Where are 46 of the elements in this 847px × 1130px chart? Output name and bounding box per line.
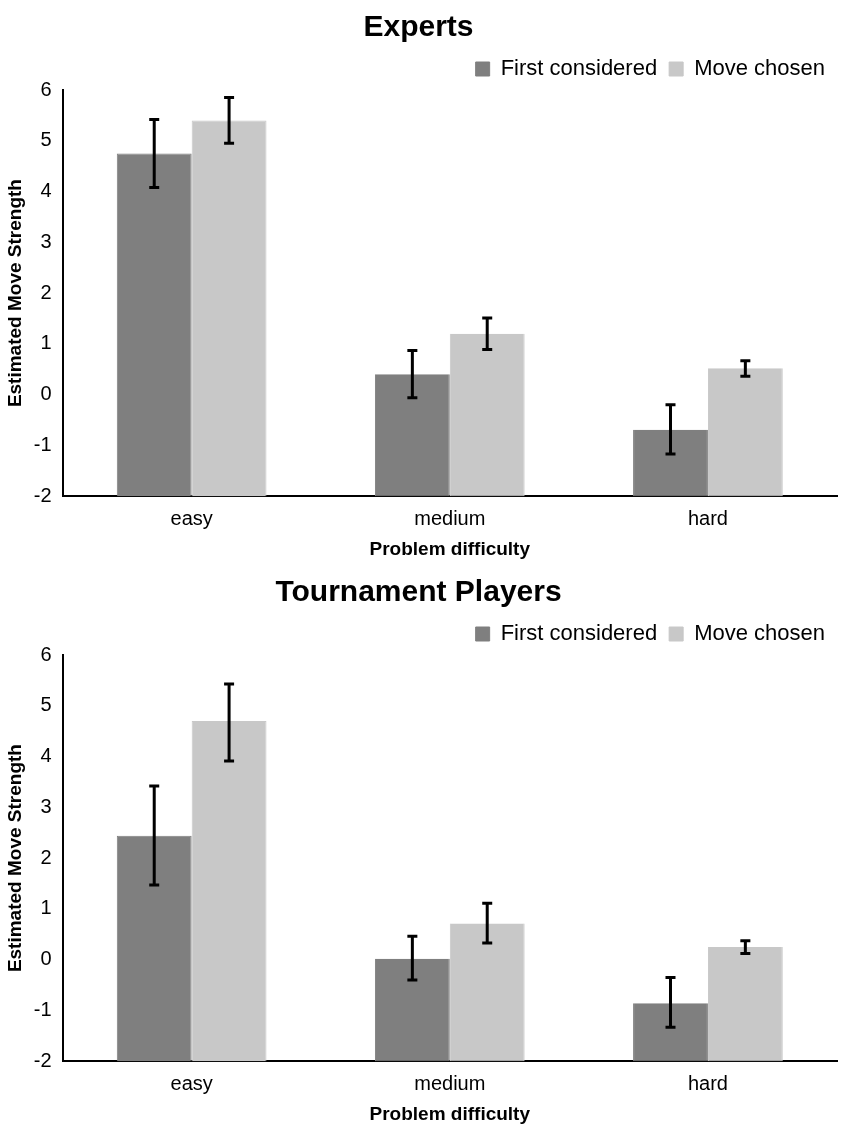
y-tick-label: -2 xyxy=(33,1048,52,1071)
legend-label: Move chosen xyxy=(694,55,826,81)
x-tick-label: easy xyxy=(170,506,213,529)
x-tick-label: medium xyxy=(414,1071,486,1094)
y-axis-title: Estimated Move Strength xyxy=(3,744,25,973)
y-tick-label: 2 xyxy=(40,845,52,868)
x-tick-label: easy xyxy=(170,1071,213,1094)
x-axis-title: Problem difficulty xyxy=(369,537,531,559)
bar xyxy=(633,429,708,497)
x-tick-label: hard xyxy=(687,506,728,529)
y-tick-label: 6 xyxy=(40,642,52,665)
y-tick-label: 4 xyxy=(40,179,52,202)
y-tick-label: 0 xyxy=(40,947,52,970)
y-tick-label: 1 xyxy=(40,331,52,354)
x-axis-title: Problem difficulty xyxy=(369,1102,531,1124)
y-tick-label: -1 xyxy=(33,997,52,1020)
legend-label: First considered xyxy=(500,620,658,646)
bar xyxy=(449,333,525,497)
bar xyxy=(116,835,192,1062)
y-tick-label: 5 xyxy=(40,128,52,151)
bar xyxy=(374,958,450,1062)
y-tick-label: -2 xyxy=(33,483,52,506)
bar xyxy=(374,374,450,497)
bar xyxy=(707,946,783,1062)
y-tick-label: -1 xyxy=(33,432,52,455)
legend-label: First considered xyxy=(500,55,658,81)
bar xyxy=(116,153,192,497)
bar xyxy=(633,1003,708,1062)
y-tick-label: 1 xyxy=(40,896,52,919)
x-tick-label: hard xyxy=(687,1071,728,1094)
y-tick-label: 3 xyxy=(40,229,52,252)
x-tick-label: medium xyxy=(414,506,486,529)
bar xyxy=(449,923,525,1062)
y-axis-title: Estimated Move Strength xyxy=(3,179,25,408)
bar xyxy=(707,368,783,497)
y-tick-label: 4 xyxy=(40,744,52,767)
y-tick-label: 2 xyxy=(40,280,52,303)
legend-label: Move chosen xyxy=(694,620,826,646)
y-tick-label: 5 xyxy=(40,693,52,716)
y-tick-label: 0 xyxy=(40,382,52,405)
bar xyxy=(191,120,267,497)
bar xyxy=(191,721,267,1062)
chart-title: Tournament Players xyxy=(275,574,562,608)
y-tick-label: 3 xyxy=(40,794,52,817)
chart-title: Experts xyxy=(363,9,474,43)
y-tick-label: 6 xyxy=(40,77,52,100)
